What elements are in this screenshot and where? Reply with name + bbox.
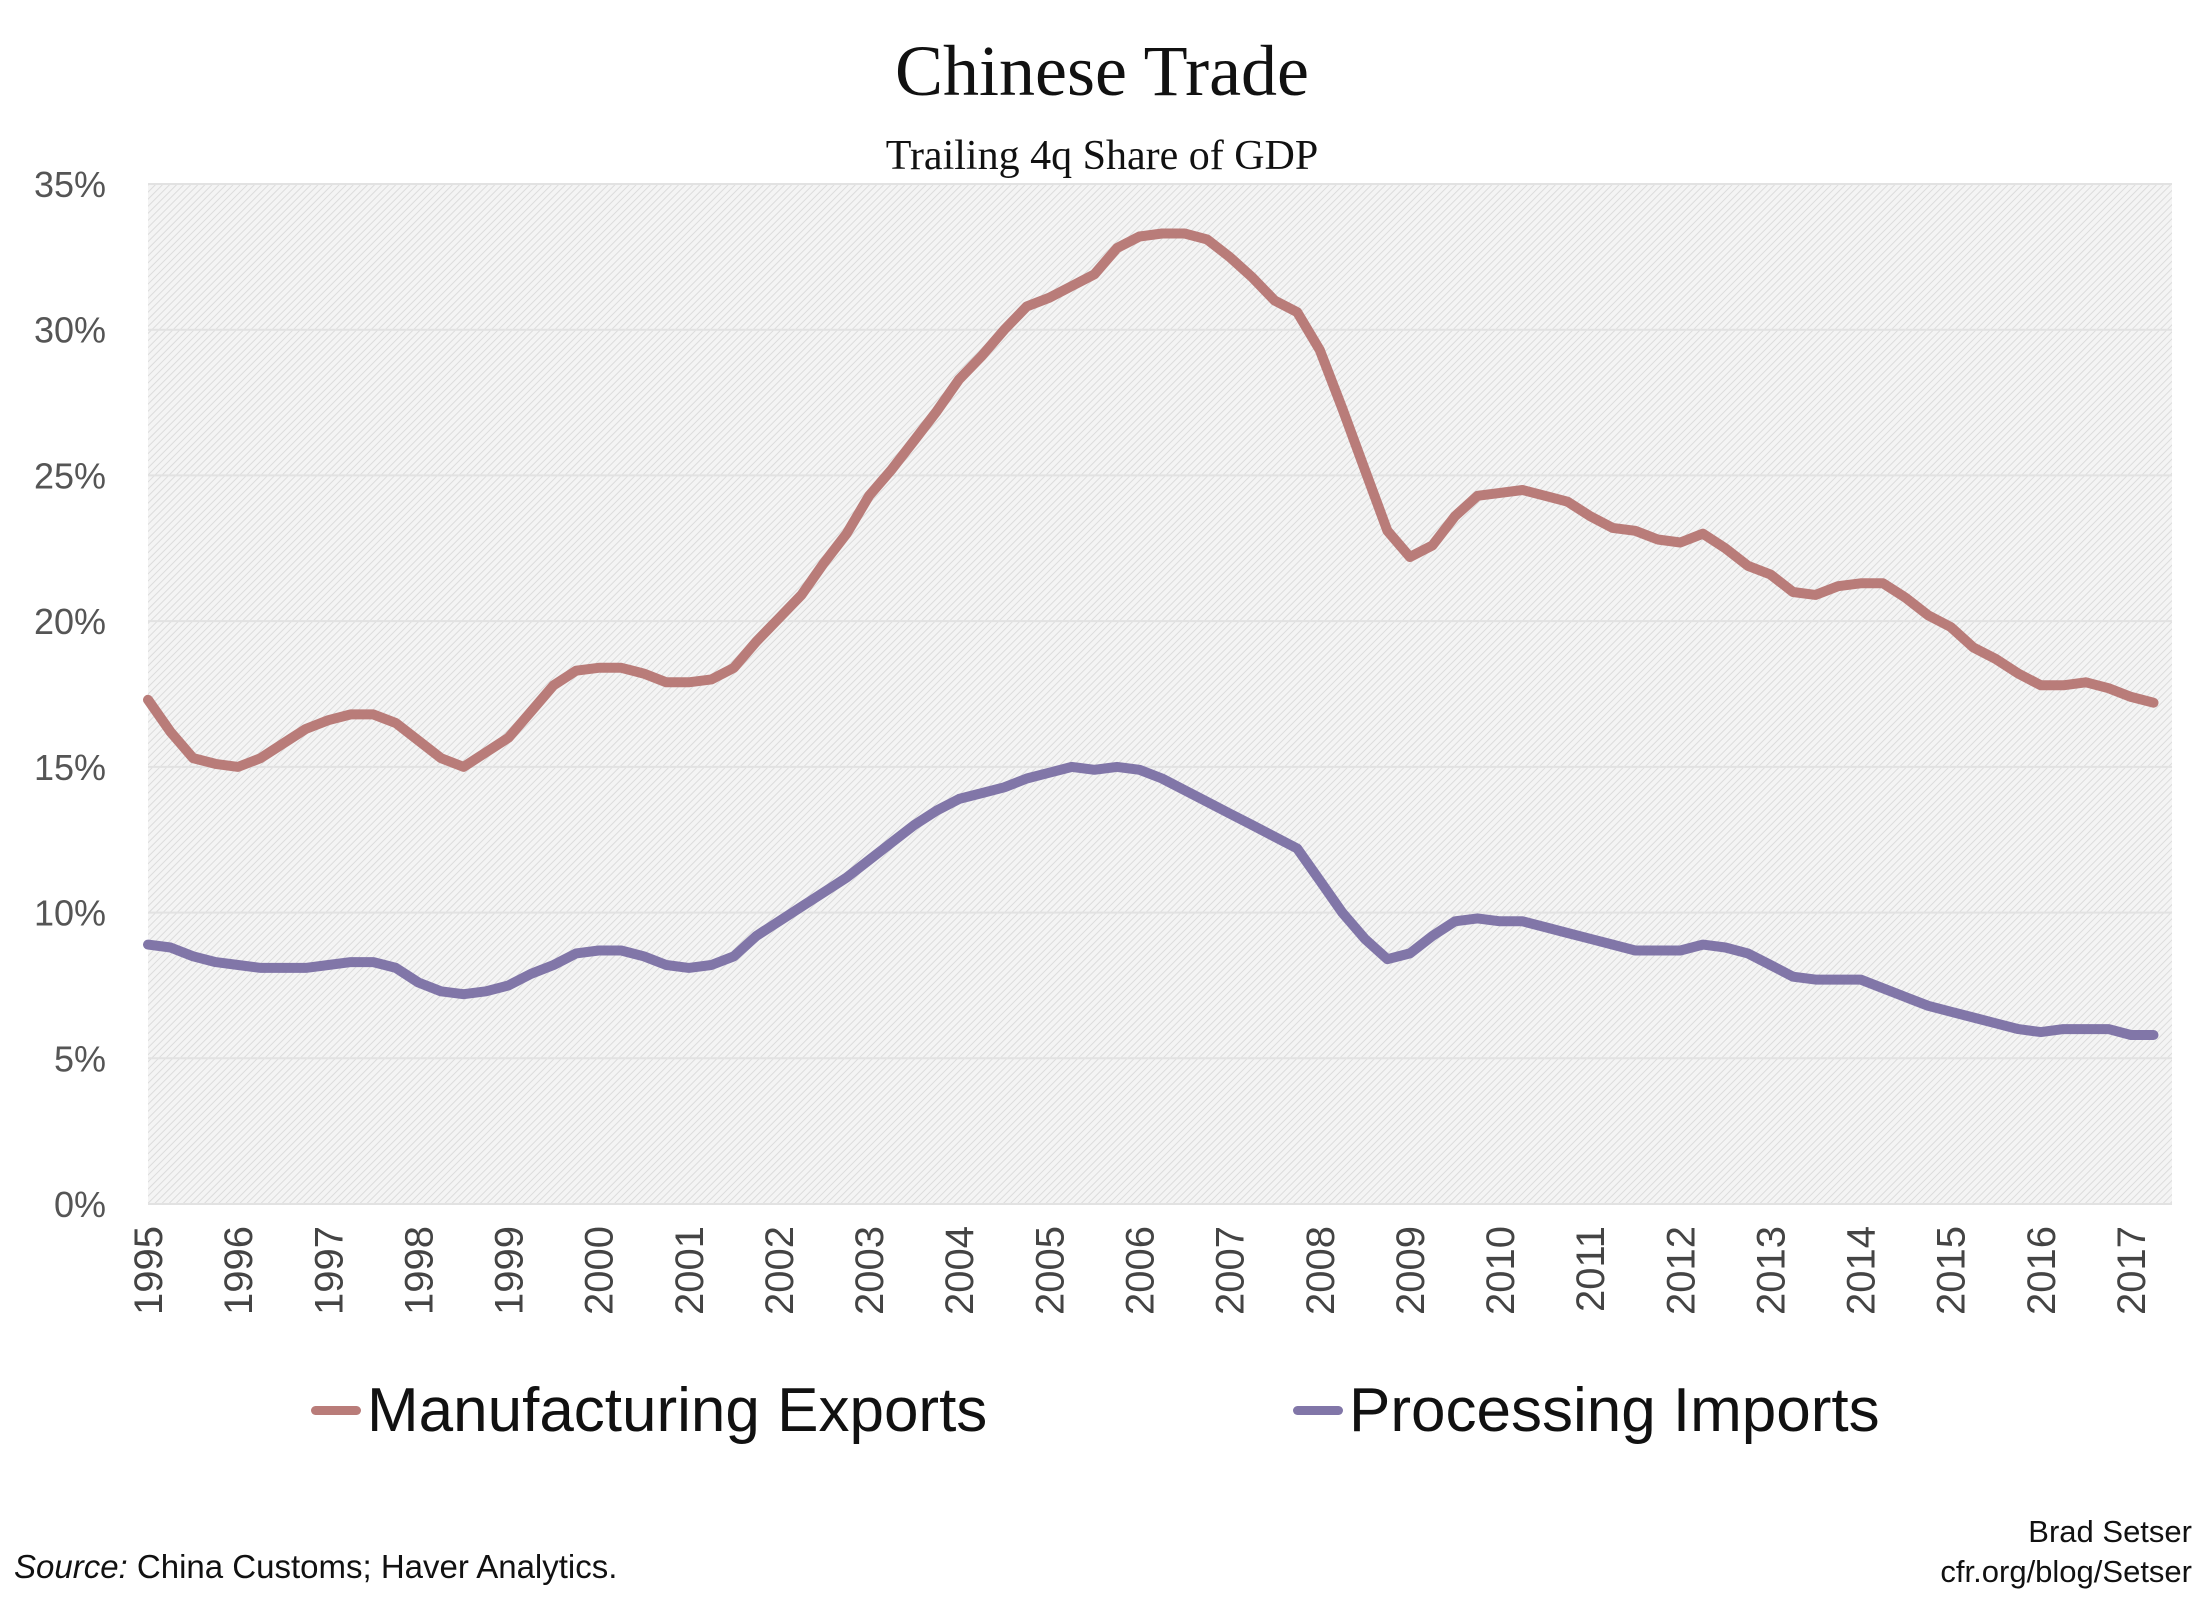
y-tick-label: 10% — [34, 893, 106, 934]
y-tick-label: 0% — [54, 1184, 106, 1225]
plot-area — [148, 184, 2172, 1204]
legend-label: Manufacturing Exports — [367, 1376, 988, 1445]
x-tick-label: 1996 — [217, 1226, 261, 1315]
x-tick-label: 1998 — [397, 1226, 441, 1315]
x-tick-label: 2005 — [1028, 1226, 1072, 1315]
x-tick-label: 2004 — [938, 1226, 982, 1315]
x-tick-label: 1997 — [307, 1226, 351, 1315]
x-tick-label: 2017 — [2110, 1226, 2154, 1315]
legend-swatch — [1293, 1406, 1343, 1415]
x-tick-label: 2010 — [1479, 1226, 1523, 1315]
series-line-processing-imports — [143, 761, 2159, 1040]
legend-label: Processing Imports — [1349, 1376, 1880, 1445]
legend-item-manufacturing-exports: Manufacturing Exports — [311, 1375, 987, 1446]
legend-item-processing-imports: Processing Imports — [1293, 1375, 1880, 1446]
x-tick-label: 2000 — [578, 1226, 622, 1315]
credit: Brad Setser cfr.org/blog/Setser — [1940, 1512, 2192, 1592]
x-tick-label: 2001 — [668, 1226, 712, 1315]
x-tick-label: 2011 — [1569, 1226, 1613, 1312]
y-tick-label: 5% — [54, 1038, 106, 1079]
source-note: Source: China Customs; Haver Analytics. — [14, 1548, 617, 1586]
y-tick-label: 20% — [34, 601, 106, 642]
x-tick-label: 2006 — [1119, 1226, 1163, 1315]
x-tick-label: 2003 — [848, 1226, 892, 1315]
x-tick-label: 1999 — [488, 1226, 532, 1315]
x-tick-label: 2014 — [1840, 1226, 1884, 1315]
x-tick-label: 2016 — [2020, 1226, 2064, 1315]
y-tick-label: 30% — [34, 310, 106, 351]
x-tick-label: 2013 — [1749, 1226, 1793, 1315]
y-tick-label: 25% — [34, 455, 106, 496]
source-text: China Customs; Haver Analytics. — [127, 1548, 618, 1585]
x-tick-label: 2012 — [1659, 1226, 1703, 1315]
blog-url: cfr.org/blog/Setser — [1940, 1554, 2192, 1589]
author: Brad Setser — [2028, 1514, 2192, 1549]
y-tick-label: 15% — [34, 747, 106, 788]
chart-subtitle: Trailing 4q Share of GDP — [885, 133, 1319, 179]
y-tick-label: 35% — [34, 164, 106, 205]
chart-title: Chinese Trade — [895, 31, 1309, 111]
legend-swatch — [311, 1406, 361, 1415]
x-tick-label: 1995 — [127, 1226, 171, 1315]
series-line-manufacturing-exports — [143, 228, 2159, 772]
x-tick-label: 2008 — [1299, 1226, 1343, 1315]
source-label: Source: — [14, 1548, 128, 1585]
x-tick-label: 2007 — [1209, 1226, 1253, 1315]
x-tick-label: 2015 — [1930, 1226, 1974, 1315]
x-tick-label: 2009 — [1389, 1226, 1433, 1315]
x-tick-label: 2002 — [758, 1226, 802, 1315]
